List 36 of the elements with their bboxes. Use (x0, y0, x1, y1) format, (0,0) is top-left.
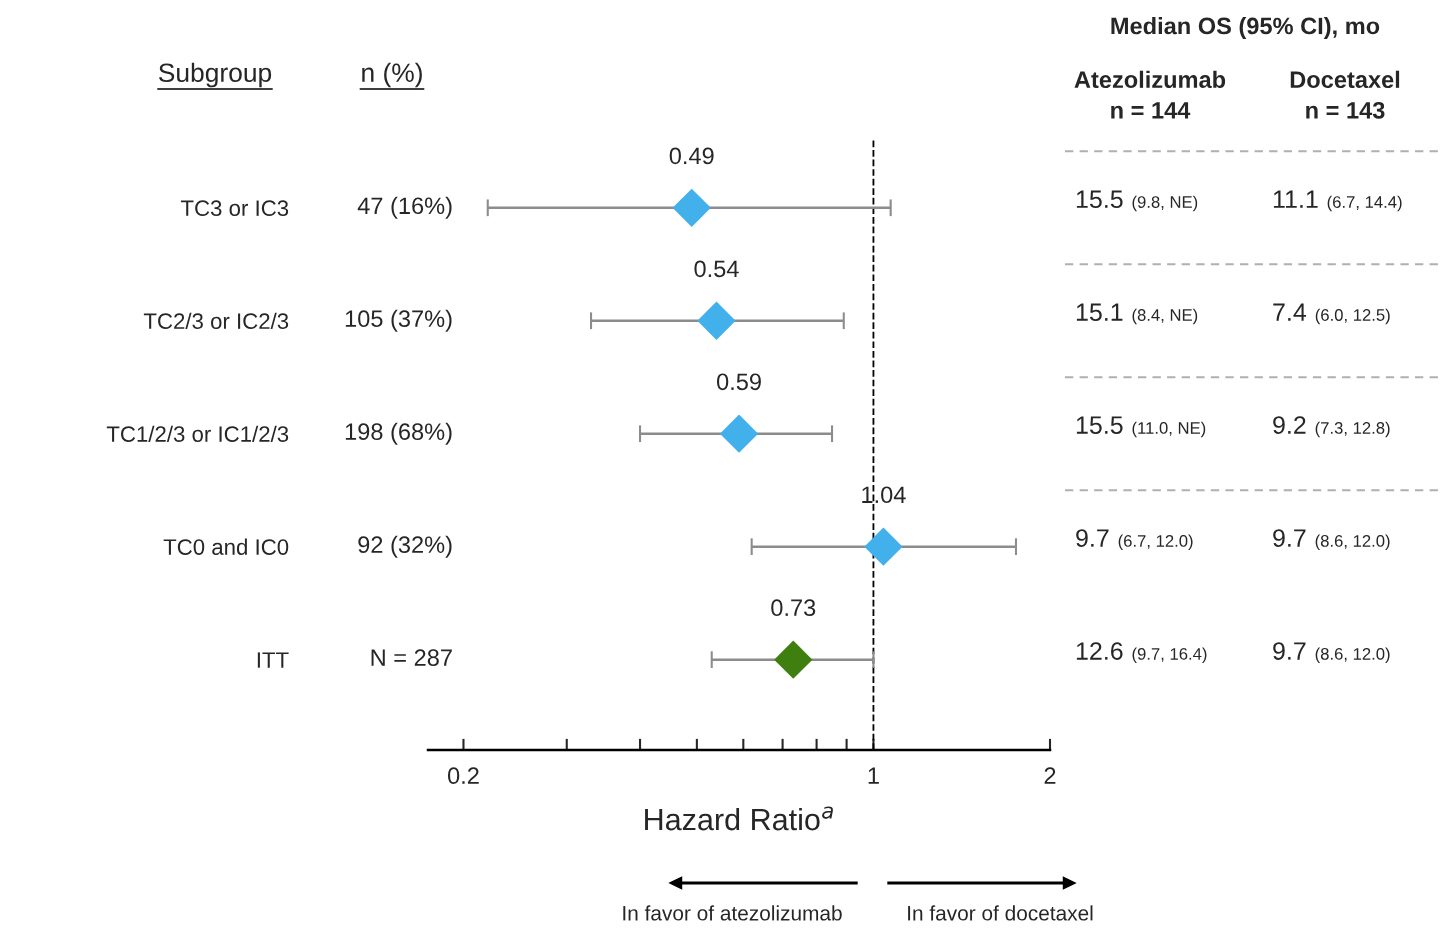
text: 11.1 (6.7, 14.4) (1273, 190, 1402, 212)
text: 15.1 (8.4, NE) (1076, 303, 1198, 325)
text: 7.4 (6.0, 12.5) (1273, 303, 1390, 325)
y-tick-label: TC1/2/3 or IC1/2/3 (106, 425, 289, 442)
y-tick-label: TC3 or IC3 (180, 200, 289, 217)
text: Atezolizumab n = 144 (1074, 70, 1226, 119)
annotation: 198 (68%) (345, 422, 452, 445)
annotation: 105 (37%) (345, 309, 452, 332)
data-label: 0.54 (694, 260, 739, 278)
text: 15.5 (9.8, NE) (1076, 190, 1198, 212)
text: Docetaxel n = 143 (1290, 70, 1400, 119)
x-tick-label: 0.2 (447, 767, 479, 785)
text: Median OS (95% CI), mo (1111, 17, 1380, 39)
text: 9.7 (6.7, 12.0) (1076, 529, 1193, 551)
text: n (%) (362, 62, 422, 88)
annotation: N = 287 (371, 649, 452, 666)
x-axis-title: Hazard Ratio$^{a}$ (645, 806, 833, 831)
x-tick-label: 2 (1044, 767, 1056, 784)
text: 12.6 (9.7, 16.4) (1076, 642, 1207, 664)
text: 15.5 (11.0, NE) (1076, 416, 1206, 438)
data-label: 0.59 (716, 373, 761, 391)
y-tick-label: TC0 and IC0 (163, 538, 289, 555)
text: 9.2 (7.3, 12.8) (1273, 416, 1390, 438)
text: Subgroup (158, 62, 272, 88)
y-tick-label: ITT (257, 652, 289, 668)
text: In favor of atezolizumab (623, 905, 842, 921)
annotation: 92 (32%) (358, 535, 452, 558)
text: 9.7 (8.6, 12.0) (1273, 642, 1390, 664)
text: 9.7 (8.6, 12.0) (1273, 529, 1390, 551)
annotation: 47 (16%) (357, 196, 452, 219)
x-tick-label: 1 (868, 767, 879, 784)
data-label: 0.73 (771, 599, 816, 617)
data-label: 1.04 (862, 486, 906, 504)
data-label: 0.49 (669, 147, 714, 165)
text: In favor of docetaxel (908, 905, 1093, 921)
y-tick-label: TC2/3 or IC2/3 (143, 312, 289, 330)
